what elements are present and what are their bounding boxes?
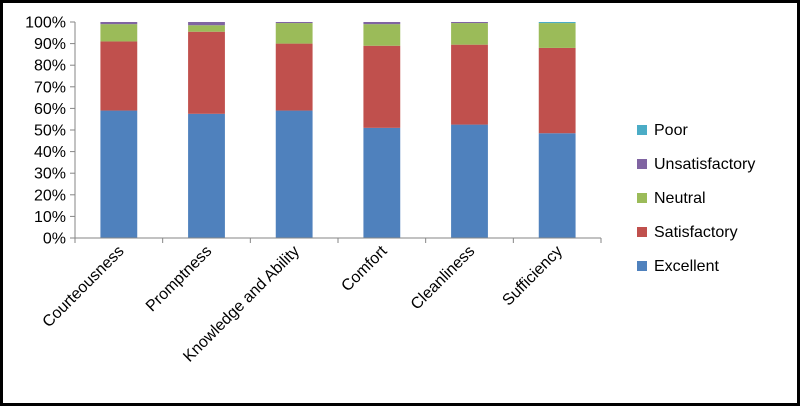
legend: Poor Unsatisfactory Neutral Satisfactory Exc… (637, 122, 755, 275)
bar-segment-excellent (363, 127, 401, 238)
y-tick-label: 20% (34, 187, 66, 204)
y-tick-label: 60% (34, 101, 66, 118)
bar-segment-neutral (100, 24, 138, 42)
legend-swatch-unsatisfactory (637, 159, 647, 169)
x-category-label: Promptness (143, 243, 215, 315)
bar-segment-excellent (538, 133, 576, 238)
y-tick-label: 50% (34, 123, 66, 140)
legend-label-unsatisfactory: Unsatisfactory (654, 156, 755, 173)
bar-segment-satisfactory (451, 44, 488, 125)
x-category-label: Courteousness (40, 243, 128, 331)
bar-segment-satisfactory (188, 31, 225, 114)
bar-segment-satisfactory (363, 45, 401, 128)
legend-label-poor: Poor (654, 122, 688, 139)
bar-segment-excellent (188, 113, 225, 238)
bar-segment-poor (538, 22, 576, 24)
x-category-label: Comfort (338, 242, 391, 295)
y-tick-label: 0% (43, 231, 66, 248)
bars (100, 22, 576, 238)
legend-label-neutral: Neutral (654, 190, 706, 207)
bar-segment-satisfactory (538, 47, 576, 134)
bar-segment-satisfactory (100, 41, 138, 111)
bar-segment-neutral (275, 23, 313, 44)
x-category-label: Cleanliness (408, 243, 479, 314)
x-category-label: Sufficiency (499, 243, 566, 310)
legend-label-satisfactory: Satisfactory (654, 224, 738, 241)
bar-segment-satisfactory (275, 43, 313, 111)
bar-segment-excellent (100, 110, 138, 238)
legend-swatch-neutral (637, 193, 647, 203)
bar-segment-excellent (451, 124, 488, 238)
bar-segment-unsatisfactory (451, 22, 488, 24)
y-tick-label: 10% (34, 209, 66, 226)
y-tick-label: 100% (25, 15, 66, 32)
y-tick-label: 30% (34, 166, 66, 183)
bar-segment-unsatisfactory (363, 22, 401, 25)
y-tick-label: 80% (34, 58, 66, 75)
y-axis: 0% 10% 20% 30% 40% 50% 60% 70% 80% 90% 100% (25, 15, 76, 248)
y-tick-label: 70% (34, 79, 66, 96)
legend-swatch-poor (637, 125, 647, 135)
bar-segment-unsatisfactory (100, 22, 138, 25)
bar-segment-neutral (363, 24, 401, 46)
bar-segment-unsatisfactory (188, 22, 225, 26)
legend-label-excellent: Excellent (654, 258, 719, 275)
bar-segment-unsatisfactory (275, 22, 313, 24)
y-tick-label: 90% (34, 36, 66, 53)
legend-swatch-satisfactory (637, 227, 647, 237)
bar-segment-neutral (188, 25, 225, 32)
bar-segment-neutral (538, 23, 576, 48)
stacked-bar-chart: 0% 10% 20% 30% 40% 50% 60% 70% 80% 90% 100% Courte… (25, 15, 755, 366)
legend-swatch-excellent (637, 261, 647, 271)
y-tick-label: 40% (34, 144, 66, 161)
bar-segment-neutral (451, 23, 488, 45)
bar-segment-excellent (275, 110, 313, 238)
